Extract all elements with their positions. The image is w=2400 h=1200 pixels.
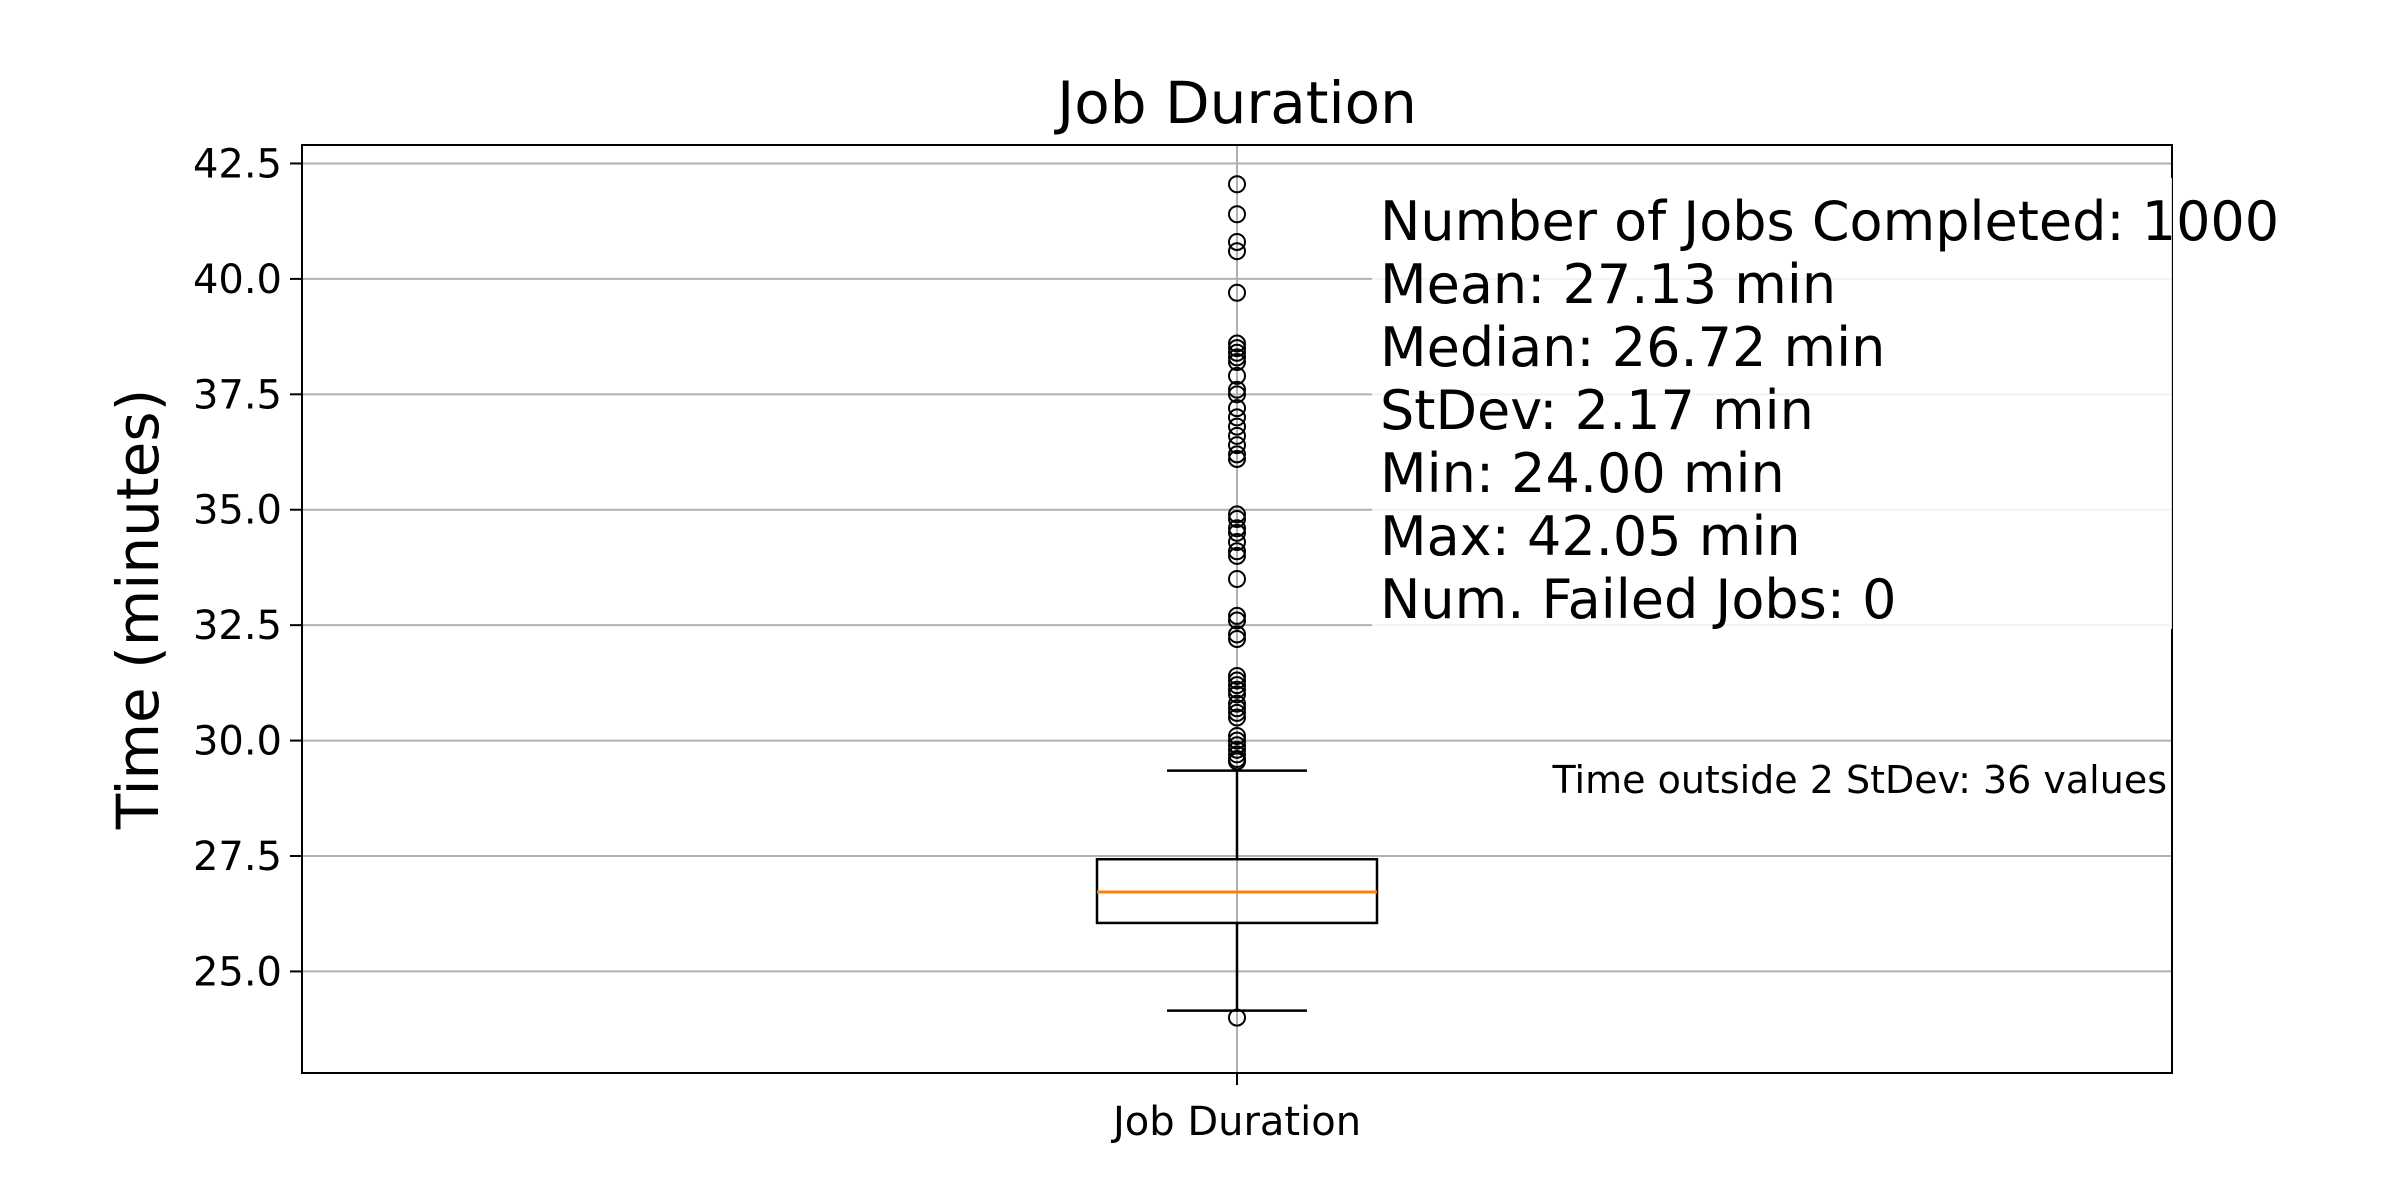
stats-line: Mean: 27.13 min (1380, 253, 1836, 316)
y-tick-label: 35.0 (193, 488, 282, 534)
x-tick-label: Job Duration (1110, 1099, 1361, 1145)
outlier-point (1228, 509, 1246, 528)
outlier-point (1228, 519, 1246, 538)
stats-background (1372, 178, 2172, 629)
outlier-point (1228, 339, 1246, 358)
x-axis-ticks: Job Duration (1110, 1073, 1361, 1145)
outlier-point (1228, 731, 1246, 750)
outlier-point (1228, 680, 1246, 699)
outlier-point (1228, 625, 1246, 644)
outlier-point (1228, 546, 1246, 565)
stats-line: Min: 24.00 min (1380, 442, 1785, 505)
outlier-point (1228, 533, 1246, 552)
outlier-point (1228, 676, 1246, 695)
stats-line: Num. Failed Jobs: 0 (1380, 568, 1897, 631)
stats-line: Number of Jobs Completed: 1000 (1380, 190, 2279, 253)
stats-line: Median: 26.72 min (1380, 316, 1885, 379)
outlier-point (1228, 334, 1246, 353)
outlier-point (1228, 449, 1246, 468)
outlier-point (1228, 366, 1246, 385)
y-tick-label: 32.5 (193, 603, 282, 649)
stats-line: Max: 42.05 min (1380, 505, 1801, 568)
outlier-point (1228, 740, 1246, 759)
outlier-point (1228, 699, 1246, 718)
outlier-point (1228, 736, 1246, 755)
outlier-point (1228, 726, 1246, 745)
y-tick-label: 37.5 (193, 372, 282, 418)
y-tick-label: 25.0 (193, 949, 282, 995)
outlier-count-annotation: Time outside 2 StDev: 36 values (1552, 758, 2167, 802)
outlier-point (1228, 630, 1246, 649)
outlier-point (1228, 436, 1246, 455)
outlier-point (1228, 523, 1246, 542)
outlier-point (1228, 408, 1246, 427)
outlier-point (1228, 283, 1246, 302)
outlier-point (1228, 175, 1246, 194)
outlier-point (1228, 242, 1246, 261)
outlier-point (1228, 750, 1246, 769)
outlier-point (1228, 606, 1246, 625)
outlier-point (1228, 385, 1246, 404)
outlier-point (1228, 694, 1246, 713)
chart-title: Job Duration (1054, 69, 1417, 137)
box-plot (1095, 769, 1379, 1012)
outlier-point (1228, 445, 1246, 464)
outlier-point (1228, 569, 1246, 588)
y-tick-label: 27.5 (193, 834, 282, 880)
outlier-point (1228, 205, 1246, 224)
outlier-point (1228, 542, 1246, 561)
y-axis-ticks: 25.0 27.5 30.0 32.5 35.0 37.5 40.0 42.5 (193, 141, 302, 995)
outlier-point (1228, 426, 1246, 445)
outlier-point (1228, 1008, 1246, 1027)
outlier-point (1228, 380, 1246, 399)
y-tick-label: 40.0 (193, 257, 282, 303)
outlier-point (1228, 343, 1246, 362)
outlier-point (1228, 671, 1246, 690)
stats-line: StDev: 2.17 min (1380, 379, 1814, 442)
outlier-point (1228, 352, 1246, 371)
outlier-point (1228, 685, 1246, 704)
outlier-point (1228, 611, 1246, 630)
grid-lines (302, 145, 2172, 1073)
outlier-point (1228, 745, 1246, 764)
outlier-point (1228, 505, 1246, 524)
outlier-point (1228, 708, 1246, 727)
outlier-point (1228, 703, 1246, 722)
outlier-points (1228, 175, 1246, 1027)
y-axis-label: Time (minutes) (104, 389, 172, 830)
outlier-point (1228, 417, 1246, 436)
y-tick-label: 30.0 (193, 719, 282, 765)
y-tick-label: 42.5 (193, 141, 282, 187)
outlier-point (1228, 348, 1246, 367)
outlier-point (1228, 666, 1246, 685)
outlier-point (1228, 399, 1246, 418)
outlier-point (1228, 232, 1246, 251)
